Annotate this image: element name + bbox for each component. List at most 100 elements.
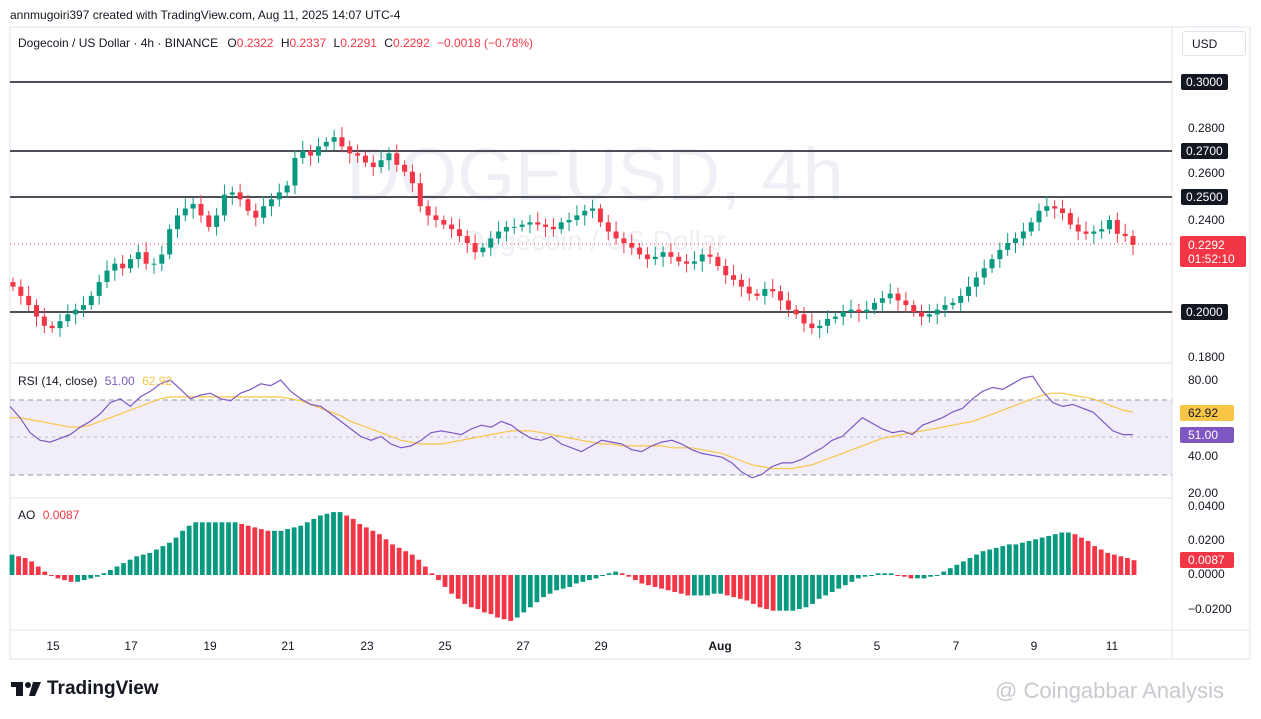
ao-bar [731, 575, 737, 598]
ao-bar [383, 539, 389, 575]
ao-bar [167, 542, 172, 575]
ao-bar [245, 525, 251, 575]
bar-countdown: 01:52:10 [1188, 252, 1235, 266]
level-label-0250[interactable]: 0.2500 [1181, 189, 1228, 205]
ao-bar [705, 575, 710, 596]
ao-bar [331, 512, 336, 575]
tradingview-logo[interactable]: TradingView [11, 678, 159, 700]
ao-bar [652, 575, 658, 587]
candle-body [362, 155, 368, 163]
candle-body [958, 295, 964, 303]
candle-body [660, 252, 666, 257]
level-label-0270[interactable]: 0.2700 [1181, 143, 1228, 159]
ao-bar [462, 575, 468, 604]
candle-body [276, 192, 282, 200]
candle-body [1060, 208, 1066, 214]
time-tick: 7 [953, 639, 960, 653]
time-tick: 9 [1031, 639, 1038, 653]
candle-body [887, 293, 893, 299]
candle-body [801, 314, 807, 324]
candlestick-series[interactable] [10, 127, 1136, 339]
high-value: 0.2337 [289, 36, 327, 50]
open-label: O [227, 36, 237, 50]
ao-bar [632, 575, 638, 581]
ao-bar [508, 575, 514, 621]
ao-bar [678, 575, 684, 594]
ao-bar [711, 575, 717, 594]
candle-body [347, 146, 353, 154]
candle-body [652, 256, 658, 260]
ao-bar [626, 575, 632, 577]
candle-body [1122, 233, 1128, 237]
ao-bar [836, 575, 842, 589]
ao-bar [803, 575, 809, 608]
candle-body [519, 224, 525, 227]
high-label: H [280, 36, 290, 50]
horizontal-levels[interactable] [10, 81, 1172, 313]
ao-tick: 0.0200 [1188, 533, 1225, 547]
ao-bar [62, 575, 67, 581]
ao-bar [291, 527, 297, 575]
level-label-0200[interactable]: 0.2000 [1181, 304, 1228, 320]
level-label-0300[interactable]: 0.3000 [1181, 74, 1228, 90]
tradingview-logo-icon [11, 682, 41, 696]
ao-bar [514, 575, 520, 618]
candle-body [668, 252, 674, 257]
ao-bar [724, 575, 730, 596]
candle-body [57, 321, 63, 329]
candle-body [26, 295, 32, 306]
candle-body [292, 157, 298, 186]
ao-bar [337, 512, 343, 575]
symbol-title[interactable]: Dogecoin / US Dollar · 4h · BINANCE [18, 36, 219, 50]
ao-bar [751, 575, 756, 604]
candle-body [229, 192, 235, 195]
candle-body [1083, 231, 1089, 234]
time-axis[interactable]: 15 17 19 21 23 25 27 29 Aug 3 5 7 9 11 [46, 639, 1118, 653]
ao-bar [153, 549, 159, 575]
ao-bar [199, 522, 205, 575]
ao-bar [947, 568, 953, 575]
ao-bar [718, 575, 724, 594]
time-tick: 3 [795, 639, 802, 653]
ao-bar [1098, 549, 1104, 575]
candle-body [590, 208, 596, 211]
ao-histogram[interactable] [9, 512, 1137, 621]
candle-body [18, 286, 24, 296]
ao-bar [941, 571, 947, 575]
candle-body [989, 259, 995, 269]
ao-bar [324, 513, 330, 575]
candle-body [864, 309, 870, 312]
rsi-ma-value: 62.92 [142, 374, 173, 388]
candle-body [182, 208, 188, 216]
ao-bar [22, 558, 28, 575]
ao-bar [908, 575, 914, 579]
candle-body [582, 210, 588, 216]
ao-bar [442, 575, 448, 587]
ao-bar [350, 518, 356, 575]
ao-bar [1072, 534, 1078, 575]
rsi-series[interactable] [9, 375, 1134, 479]
time-tick: 27 [516, 639, 530, 653]
currency-button[interactable]: USD [1182, 31, 1246, 56]
candle-body [566, 220, 572, 223]
candle-body [268, 199, 274, 207]
ao-label[interactable]: AO [18, 508, 36, 522]
candle-body [942, 305, 948, 310]
ao-bar [823, 575, 829, 596]
candle-body [840, 312, 846, 317]
candle-body [472, 243, 478, 253]
ao-bar [495, 575, 500, 618]
ao-bar [101, 573, 107, 575]
ao-bar [29, 561, 35, 575]
ao-bar [357, 524, 363, 575]
candle-body [127, 259, 133, 269]
ao-bar [810, 575, 815, 604]
candle-body [550, 226, 556, 230]
ao-bar [219, 522, 225, 575]
ao-bar [1052, 534, 1058, 575]
ao-bar [560, 575, 566, 589]
rsi-label[interactable]: RSI (14, close) [18, 374, 98, 388]
candle-body [159, 254, 165, 264]
ao-bar [475, 575, 481, 609]
